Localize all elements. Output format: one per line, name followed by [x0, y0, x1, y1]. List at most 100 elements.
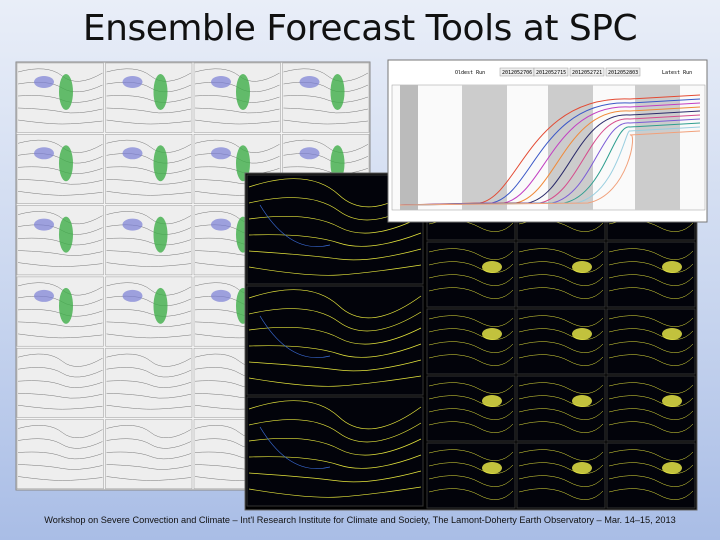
precip-blue	[122, 289, 143, 302]
contour	[248, 375, 422, 387]
contour	[17, 333, 103, 339]
nav-label: 2012052721	[572, 70, 602, 76]
contour	[106, 107, 192, 114]
contour	[17, 139, 103, 153]
contour	[106, 425, 192, 438]
contour	[608, 315, 694, 327]
contour	[17, 451, 103, 460]
contour	[428, 449, 514, 461]
contour	[608, 261, 694, 273]
precip-blue	[34, 76, 54, 88]
contour	[428, 261, 514, 273]
contour	[106, 237, 192, 246]
contour	[608, 449, 694, 461]
nav-label: Oldest Run	[455, 70, 485, 76]
dark-panel	[516, 241, 606, 308]
contour	[428, 354, 514, 366]
contour	[17, 380, 103, 388]
contour	[259, 426, 331, 469]
contour	[283, 107, 369, 114]
contour	[608, 421, 694, 433]
contour	[428, 248, 514, 260]
plume-line	[399, 102, 701, 206]
precip-green	[59, 74, 73, 110]
contour	[248, 359, 422, 372]
contour	[194, 68, 280, 82]
contour	[106, 367, 192, 378]
highlight	[482, 395, 502, 407]
highlight	[572, 462, 592, 474]
contour	[428, 462, 514, 474]
contour	[106, 321, 192, 328]
highlight	[662, 462, 682, 474]
contour	[17, 438, 103, 449]
highlight	[572, 261, 592, 273]
contour	[428, 274, 514, 286]
contour	[248, 248, 422, 261]
highlight	[572, 395, 592, 407]
contour	[428, 421, 514, 433]
contour	[518, 274, 604, 286]
contour	[106, 309, 192, 317]
contour	[518, 462, 604, 474]
contour	[608, 274, 694, 286]
contour	[17, 464, 103, 470]
contour	[518, 408, 604, 420]
contour	[17, 211, 103, 225]
contour	[17, 367, 103, 378]
precip-green	[153, 287, 168, 324]
contour	[194, 119, 280, 125]
contour	[106, 295, 192, 306]
contour	[106, 262, 192, 267]
highlight	[662, 261, 682, 273]
contour	[283, 81, 369, 93]
highlight	[482, 462, 502, 474]
contour	[428, 341, 514, 353]
contour	[106, 119, 192, 125]
contour	[248, 327, 422, 345]
contour	[608, 248, 694, 260]
plume-line	[399, 98, 701, 206]
contour	[428, 395, 514, 407]
precip-blue	[211, 147, 231, 160]
contour	[106, 353, 192, 367]
map-panel	[105, 134, 193, 204]
map-panel	[16, 419, 104, 490]
contour	[608, 488, 694, 500]
dark-panel	[606, 375, 696, 442]
contour	[248, 400, 422, 430]
contour	[106, 333, 192, 339]
dark-panel	[426, 442, 516, 509]
contour	[248, 289, 422, 319]
precip-green	[59, 216, 73, 253]
contour	[17, 353, 103, 367]
plume-line	[399, 122, 701, 206]
contour	[518, 328, 604, 340]
contour	[259, 204, 331, 247]
precip-blue	[34, 289, 54, 302]
contour	[428, 315, 514, 327]
dark-panel	[606, 442, 696, 509]
contour	[248, 438, 422, 456]
contour	[283, 153, 369, 164]
contour	[518, 341, 604, 353]
dark-panel	[516, 308, 606, 375]
precip-green	[153, 145, 168, 182]
precip-green	[153, 216, 168, 253]
map-panel	[105, 62, 193, 133]
contour	[248, 470, 422, 483]
highlight	[572, 328, 592, 340]
contour	[17, 119, 103, 125]
dark-panel	[426, 308, 516, 375]
nav-box	[605, 67, 641, 77]
contour	[608, 382, 694, 394]
contour	[17, 262, 103, 267]
contour	[608, 287, 694, 299]
contour	[17, 321, 103, 328]
contour	[106, 153, 192, 164]
contour	[106, 95, 192, 103]
dark-panel	[516, 375, 606, 442]
contour	[194, 107, 280, 114]
